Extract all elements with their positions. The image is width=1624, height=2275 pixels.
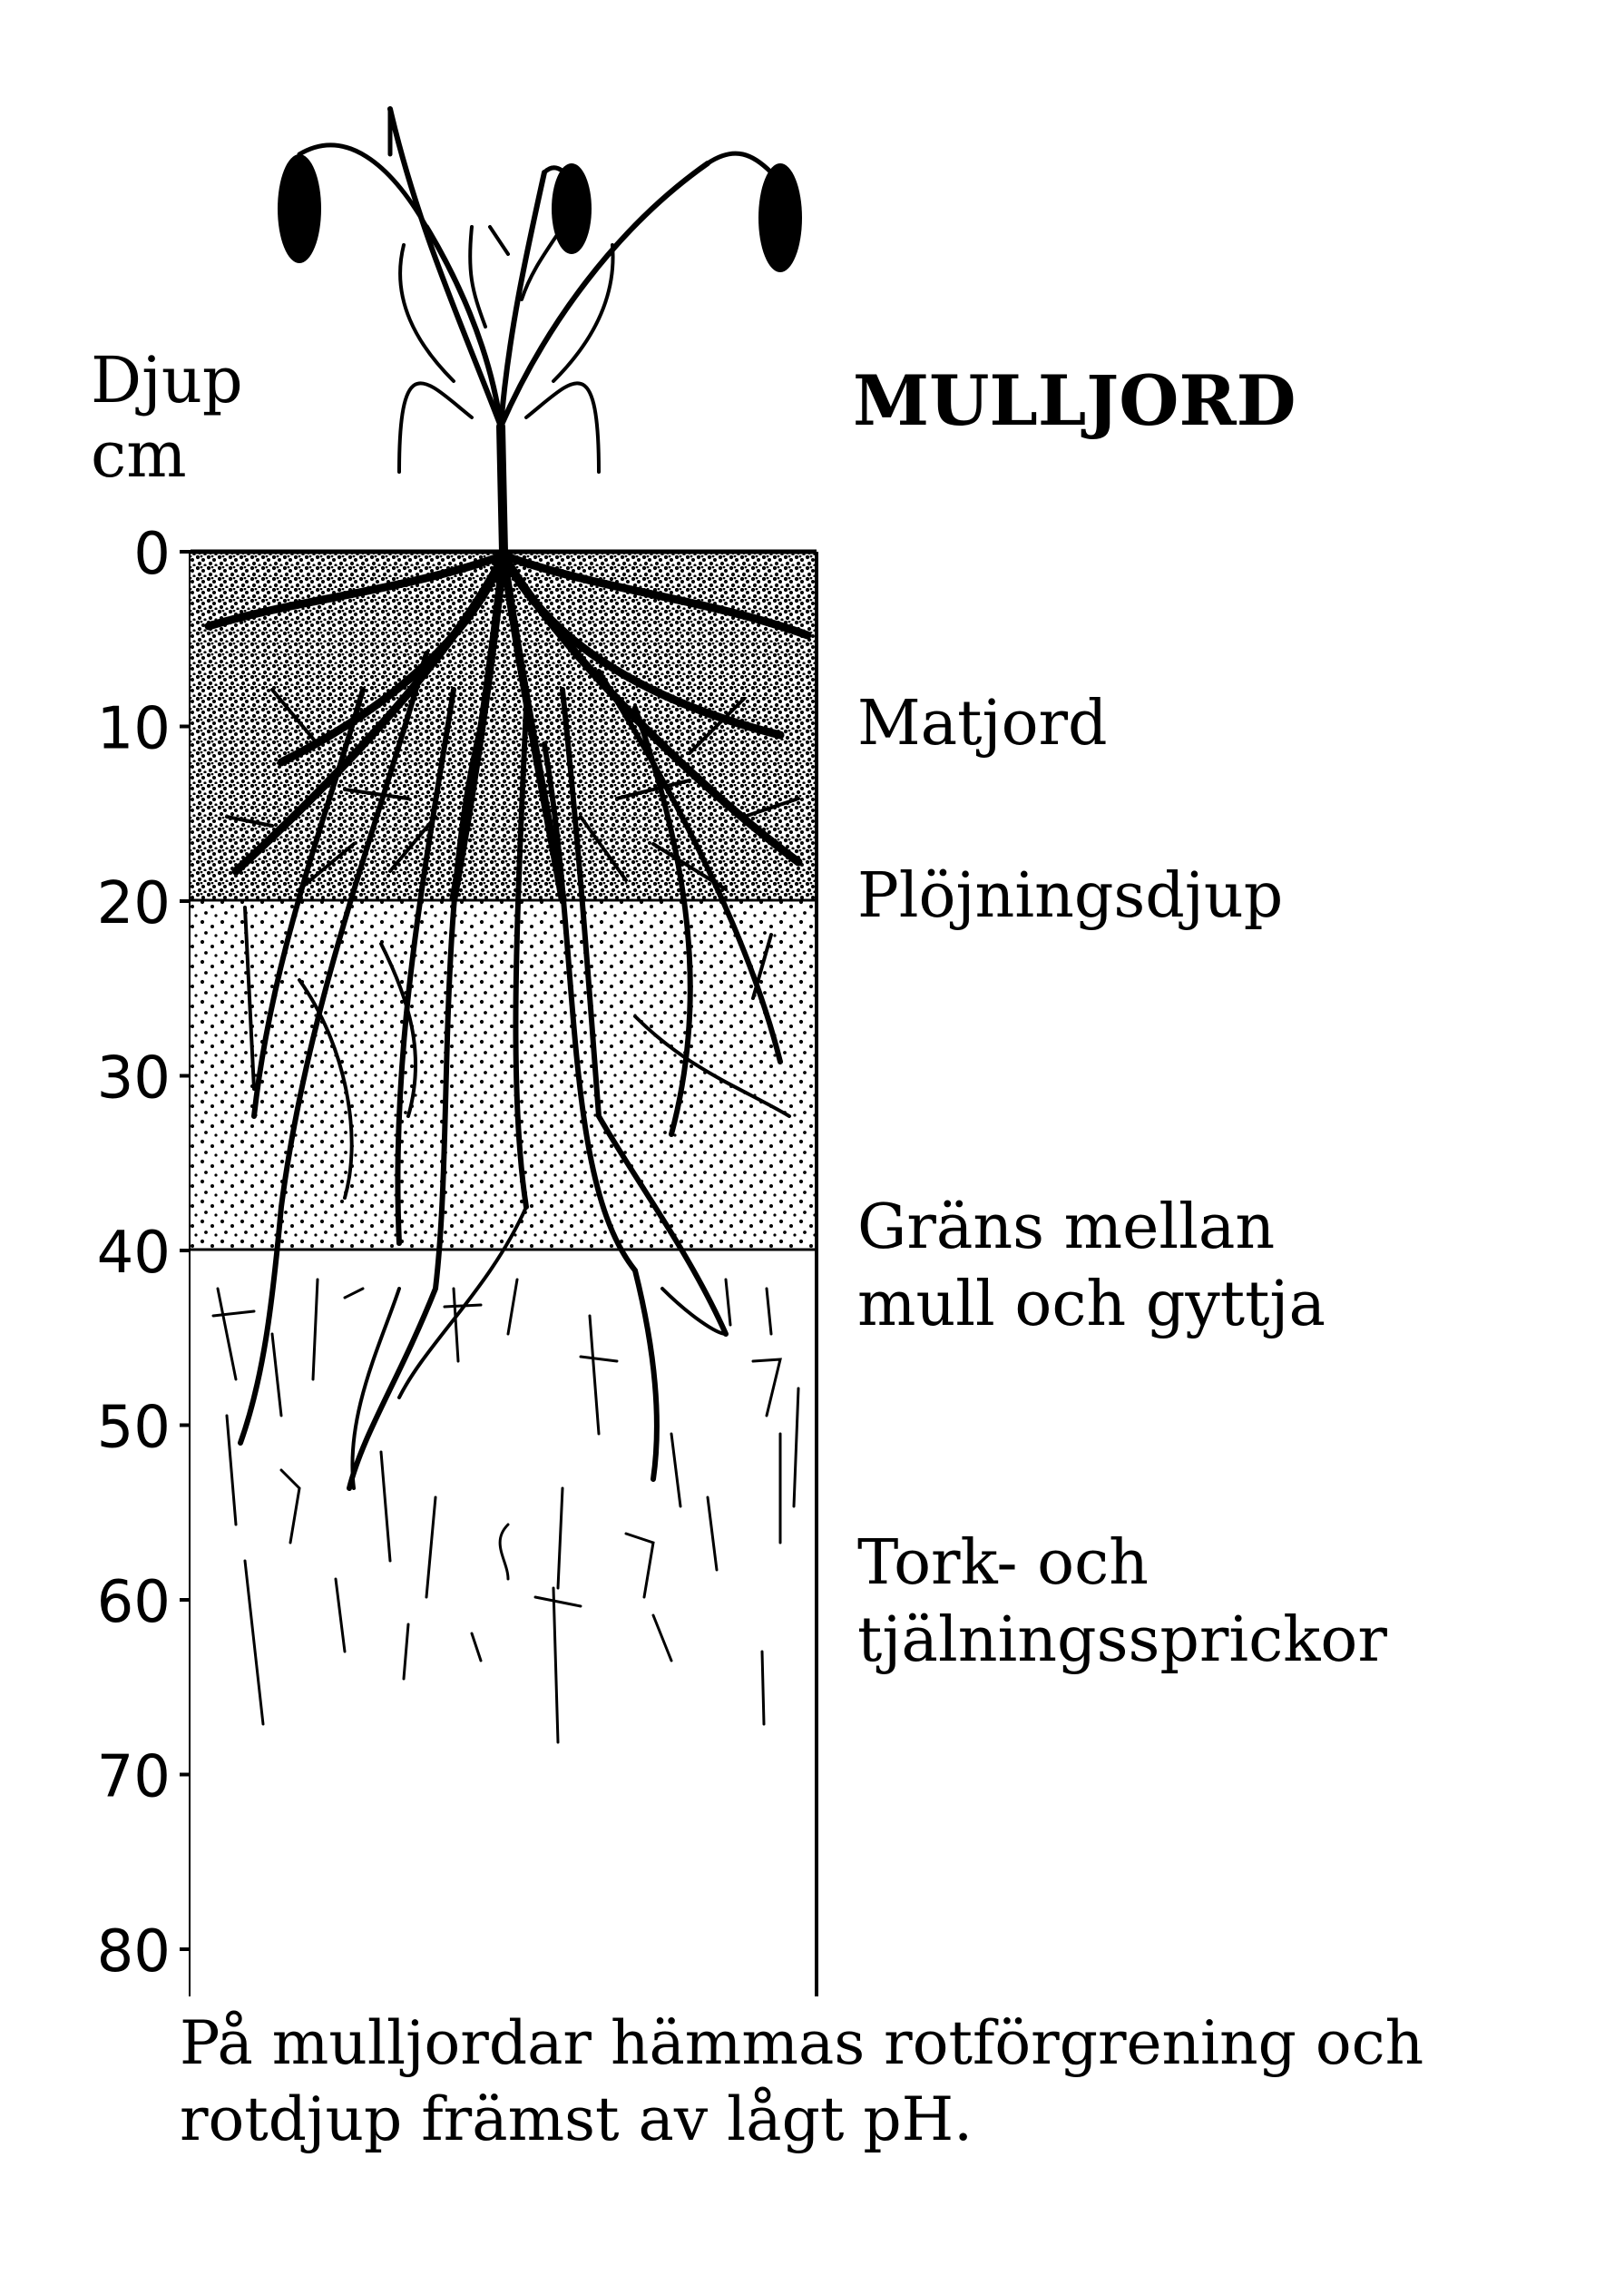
- axis-label-cm: cm: [91, 417, 187, 492]
- label-grans-line1: Gräns mellan: [857, 1191, 1275, 1263]
- oat-spikelets: [278, 154, 802, 272]
- label-matjord: Matjord: [857, 688, 1108, 760]
- caption-line-2: rotdjup främst av lågt pH.: [180, 2084, 973, 2154]
- tick-label: 70: [97, 1744, 171, 1811]
- tick-label: 40: [97, 1220, 171, 1287]
- tick-label: 50: [97, 1395, 171, 1462]
- soil-layers: [191, 549, 818, 1996]
- label-tork-line2: tjälningssprickor: [857, 1604, 1387, 1676]
- caption-line-1: På mulljordar hämmas rotförgrening och: [180, 2008, 1424, 2078]
- tick-label: 30: [97, 1045, 171, 1113]
- tick-label: 10: [97, 696, 171, 763]
- axis-label-djup: Djup: [91, 343, 243, 417]
- cracks: [211, 1278, 800, 1744]
- tick-label: 60: [97, 1569, 171, 1636]
- oat-plant: [297, 106, 774, 556]
- tick-label: 0: [133, 521, 171, 588]
- depth-axis: Djup cm 0 10 20 30 40 50 60 70 80: [91, 343, 243, 1996]
- tick-label: 20: [97, 870, 171, 937]
- axis-ticks: 0 10 20 30 40 50 60 70 80: [97, 521, 191, 1986]
- root-system: [204, 551, 812, 1491]
- labels: MULLJORD Matjord Plöjningsdjup Gräns mel…: [853, 360, 1387, 1676]
- label-plojningsdjup: Plöjningsdjup: [857, 860, 1283, 932]
- gyttja-layer: [191, 1250, 817, 1996]
- label-tork-line1: Tork- och: [857, 1527, 1149, 1599]
- tick-label: 80: [97, 1918, 171, 1986]
- figure-caption: På mulljordar hämmas rotförgrening och r…: [180, 2005, 1595, 2158]
- label-grans-line2: mull och gyttja: [857, 1269, 1326, 1340]
- diagram-title: MULLJORD: [853, 360, 1296, 441]
